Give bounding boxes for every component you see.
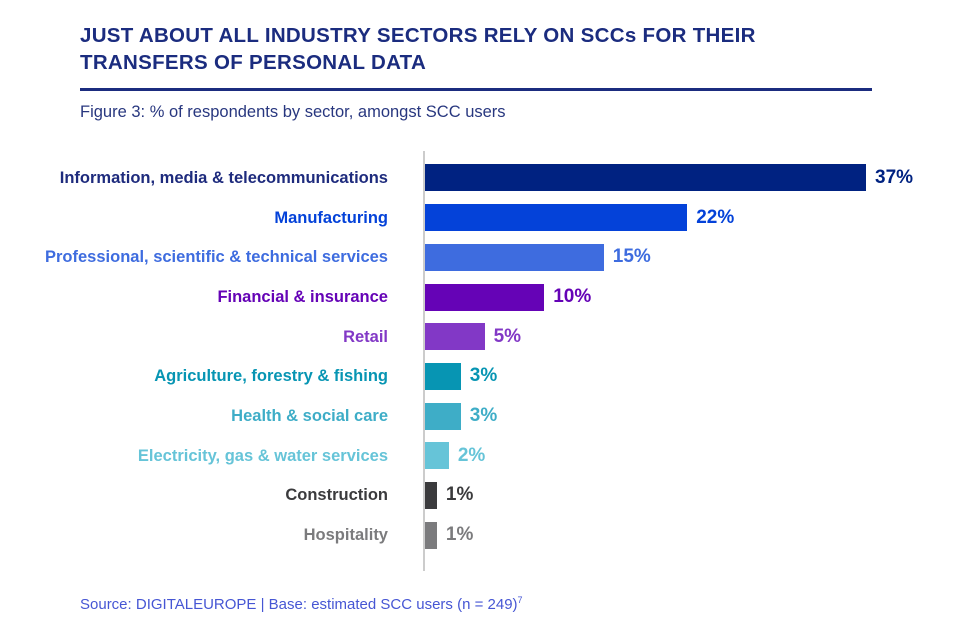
value-label: 2%: [457, 444, 486, 466]
category-label: Electricity, gas & water services: [137, 446, 388, 465]
value-label: 22%: [696, 206, 735, 228]
chart-row: Health & social care 3%: [0, 396, 965, 436]
value-label: 3%: [469, 365, 498, 387]
category-label: Retail: [343, 327, 388, 346]
bar-wrap: 1%: [425, 481, 474, 509]
chart-row: Electricity, gas & water services 2%: [0, 436, 965, 476]
category-label: Financial & insurance: [217, 287, 388, 306]
chart-row: Hospitality 1%: [0, 515, 965, 555]
bar: [425, 481, 437, 509]
bar: [425, 283, 545, 311]
source-note: Source: DIGITALEUROPE | Base: estimated …: [80, 595, 965, 613]
category-label: Agriculture, forestry & fishing: [154, 367, 388, 386]
bar: [425, 442, 449, 470]
title-divider: [80, 88, 872, 92]
category-label: Hospitality: [303, 526, 388, 545]
source-text: Source: DIGITALEUROPE | Base: estimated …: [80, 595, 518, 613]
value-label: 5%: [493, 325, 522, 347]
chart-title: JUST ABOUT ALL INDUSTRY SECTORS RELY ON …: [80, 24, 756, 75]
chart-row: Manufacturing 22%: [0, 198, 965, 238]
bar-wrap: 3%: [425, 362, 498, 390]
value-label: 37%: [875, 166, 914, 188]
bar-wrap: 5%: [425, 323, 522, 351]
page: JUST ABOUT ALL INDUSTRY SECTORS RELY ON …: [0, 22, 965, 631]
bar-wrap: 22%: [425, 204, 735, 232]
bar: [425, 204, 688, 232]
chart-row: Financial & insurance 10%: [0, 277, 965, 317]
category-label: Health & social care: [231, 406, 388, 425]
bar: [425, 164, 867, 192]
y-axis-line: [423, 151, 425, 571]
value-label: 1%: [445, 524, 474, 546]
chart-row: Agriculture, forestry & fishing 3%: [0, 357, 965, 397]
chart-row: Construction 1%: [0, 476, 965, 516]
bar: [425, 362, 461, 390]
category-label: Construction: [285, 486, 388, 505]
bar: [425, 243, 604, 271]
chart-row: Professional, scientific & technical ser…: [0, 237, 965, 277]
value-label: 3%: [469, 405, 498, 427]
bar-wrap: 2%: [425, 442, 486, 470]
bar-wrap: 1%: [425, 521, 474, 549]
bar-wrap: 10%: [425, 283, 592, 311]
category-label: Professional, scientific & technical ser…: [45, 248, 388, 267]
bar: [425, 521, 437, 549]
chart-rows: Information, media & telecommunications 3…: [0, 158, 965, 555]
chart-header: JUST ABOUT ALL INDUSTRY SECTORS RELY ON …: [80, 22, 872, 122]
bar-wrap: 15%: [425, 243, 651, 271]
figure-caption: Figure 3: % of respondents by sector, am…: [80, 103, 506, 122]
bar: [425, 323, 485, 351]
value-label: 1%: [445, 484, 474, 506]
bar-wrap: 37%: [425, 164, 914, 192]
value-label: 15%: [612, 246, 651, 268]
bar: [425, 402, 461, 430]
bar-chart: Information, media & telecommunications 3…: [0, 151, 965, 571]
category-label: Information, media & telecommunications: [59, 168, 388, 187]
value-label: 10%: [553, 286, 592, 307]
bar-wrap: 3%: [425, 402, 498, 430]
chart-row: Retail 5%: [0, 317, 965, 357]
footnote-marker: 7: [517, 594, 523, 605]
category-label: Manufacturing: [274, 208, 388, 227]
chart-row: Information, media & telecommunications 3…: [0, 158, 965, 198]
